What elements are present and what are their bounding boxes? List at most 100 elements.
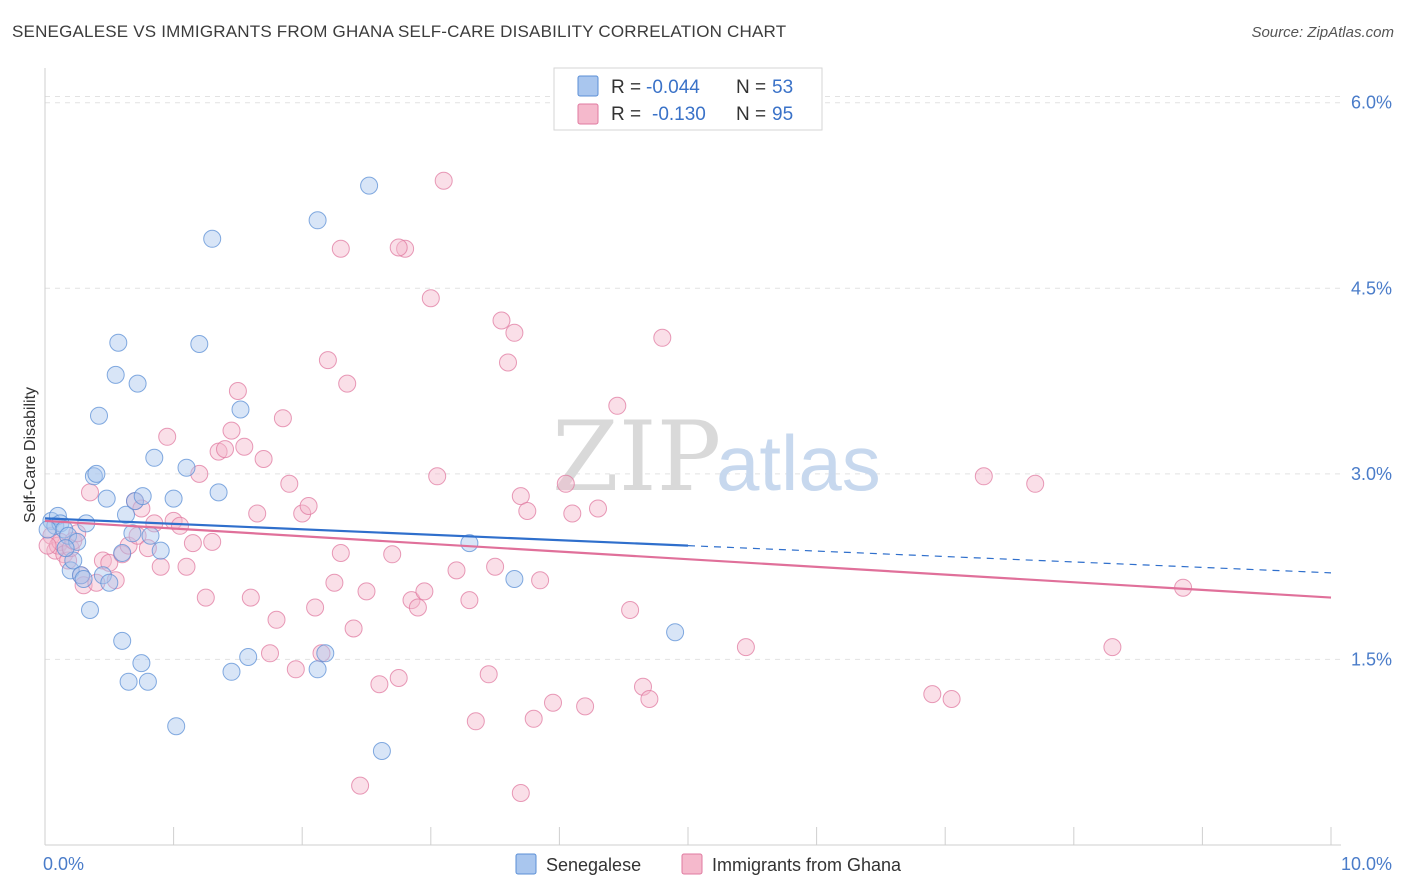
ghana-point-98 bbox=[38, 536, 57, 555]
ghana-point-68 bbox=[466, 712, 485, 731]
senegalese-point-43 bbox=[308, 211, 327, 230]
ghana-point-86 bbox=[640, 690, 659, 708]
senegalese-point-49 bbox=[505, 570, 524, 588]
ghana-point-84 bbox=[621, 601, 640, 619]
y-axis-title: Self-Care Disability bbox=[22, 387, 39, 523]
ghana-point-97 bbox=[331, 239, 350, 258]
ghana-point-43 bbox=[280, 474, 299, 493]
ghana-point-40 bbox=[261, 644, 279, 663]
ghana-point-28 bbox=[183, 534, 202, 553]
ghana-point-49 bbox=[318, 351, 337, 370]
senegalese-point-25 bbox=[123, 524, 142, 543]
ghana-point-89 bbox=[923, 685, 942, 704]
senegalese-point-30 bbox=[138, 672, 157, 691]
y-tick-label-3: 6.0% bbox=[1351, 93, 1392, 113]
senegalese-point-33 bbox=[151, 541, 170, 560]
ghana-point-62 bbox=[415, 582, 434, 601]
ghana-point-77 bbox=[531, 571, 550, 590]
chart-title: SENEGALESE VS IMMIGRANTS FROM GHANA SELF… bbox=[12, 22, 787, 41]
senegalese-point-23 bbox=[117, 505, 135, 524]
senegalese-point-44 bbox=[308, 660, 327, 679]
watermark-zip: ZIP bbox=[552, 401, 721, 513]
x-tick-label-min: 0.0% bbox=[43, 854, 84, 874]
ghana-point-24 bbox=[158, 427, 177, 446]
axes bbox=[44, 68, 1341, 846]
senegalese-point-51 bbox=[38, 520, 57, 539]
watermark-atlas: atlas bbox=[716, 419, 881, 507]
ghana-point-37 bbox=[241, 588, 260, 607]
legend-r-label-2: R = bbox=[611, 104, 641, 125]
senegalese-point-45 bbox=[316, 644, 335, 663]
chart-source: Source: ZipAtlas.com bbox=[1251, 24, 1394, 41]
trend-lines bbox=[44, 517, 1332, 599]
senegalese-point-16 bbox=[93, 566, 112, 585]
ghana-point-53 bbox=[344, 619, 363, 638]
y-tick-label-0: 1.5% bbox=[1351, 649, 1392, 669]
y-tick-label-2: 4.5% bbox=[1351, 278, 1392, 298]
ghana-point-91 bbox=[974, 467, 993, 486]
ghana-point-47 bbox=[306, 598, 325, 617]
ghana-point-95 bbox=[511, 784, 530, 802]
senegalese-point-17 bbox=[97, 489, 116, 508]
ghana-point-72 bbox=[499, 353, 517, 372]
ghana-point-45 bbox=[293, 504, 312, 523]
legend-r-label-1: R = bbox=[611, 77, 641, 98]
senegalese-point-35 bbox=[167, 717, 186, 736]
bottom-legend-swatch-ghana bbox=[681, 853, 703, 875]
grid-lines bbox=[45, 96, 1341, 660]
ghana-point-56 bbox=[370, 675, 389, 694]
senegalese-point-50 bbox=[666, 623, 685, 642]
ghana-point-57 bbox=[383, 545, 402, 564]
ghana-point-42 bbox=[273, 409, 292, 428]
ghana-point-65 bbox=[434, 171, 453, 190]
ghana-point-61 bbox=[408, 598, 427, 617]
x-tick-label-max: 10.0% bbox=[1341, 854, 1392, 874]
y-tick-label-1: 3.0% bbox=[1351, 464, 1392, 484]
senegalese-point-32 bbox=[145, 448, 164, 467]
ghana-point-36 bbox=[235, 437, 254, 456]
senegalese-point-39 bbox=[209, 483, 228, 502]
ghana-point-80 bbox=[563, 504, 582, 523]
ghana-point-41 bbox=[267, 610, 286, 629]
senegalese-point-13 bbox=[84, 467, 103, 486]
bottom-legend-label-ghana: Immigrants from Ghana bbox=[712, 855, 902, 875]
ghana-point-39 bbox=[254, 450, 273, 468]
ghana-point-66 bbox=[447, 561, 466, 580]
ghana-point-55 bbox=[357, 582, 376, 601]
senegalese-trend-line bbox=[44, 517, 689, 547]
ghana-point-96 bbox=[389, 238, 408, 257]
ghana-point-69 bbox=[479, 665, 498, 684]
ghana-point-71 bbox=[492, 311, 511, 330]
ghana-point-51 bbox=[331, 544, 350, 562]
ghana-point-67 bbox=[460, 591, 479, 610]
senegalese-point-15 bbox=[90, 406, 108, 425]
ghana-point-60 bbox=[402, 591, 421, 610]
legend-n-value-2: 95 bbox=[772, 104, 793, 125]
y-tick-labels: 1.5% 3.0% 4.5% 6.0% bbox=[1351, 93, 1392, 670]
senegalese-point-14 bbox=[87, 464, 106, 483]
senegalese-point-36 bbox=[177, 458, 196, 477]
ghana-point-63 bbox=[421, 289, 440, 308]
senegalese-point-21 bbox=[113, 544, 132, 562]
ghana-point-88 bbox=[736, 638, 755, 657]
bottom-legend-label-senegalese: Senegalese bbox=[546, 855, 641, 875]
senegalese-point-34 bbox=[164, 489, 183, 508]
senegalese-point-38 bbox=[203, 229, 222, 248]
ghana-point-93 bbox=[1103, 638, 1122, 657]
legend-swatch-ghana bbox=[577, 103, 599, 125]
senegalese-point-47 bbox=[372, 742, 391, 760]
watermark: ZIP atlas bbox=[552, 401, 881, 513]
senegalese-point-10 bbox=[74, 570, 93, 588]
x-tick-labels: 0.0% 10.0% bbox=[43, 854, 1392, 874]
legend-swatch-senegalese bbox=[577, 75, 599, 97]
ghana-trend-line bbox=[44, 519, 1332, 599]
ghana-point-79 bbox=[556, 474, 575, 493]
ghana-point-23 bbox=[151, 557, 170, 576]
ghana-point-52 bbox=[338, 374, 357, 393]
ghana-point-75 bbox=[518, 502, 537, 520]
ghana-point-92 bbox=[1026, 474, 1045, 493]
ghana-point-31 bbox=[203, 532, 222, 551]
senegalese-point-24 bbox=[119, 672, 138, 691]
senegalese-point-31 bbox=[141, 526, 160, 545]
